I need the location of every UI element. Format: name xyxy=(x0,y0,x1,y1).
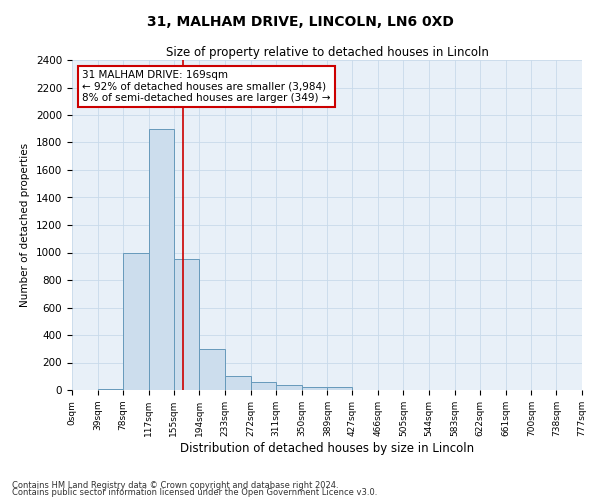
Text: 31 MALHAM DRIVE: 169sqm
← 92% of detached houses are smaller (3,984)
8% of semi-: 31 MALHAM DRIVE: 169sqm ← 92% of detache… xyxy=(82,70,331,103)
Bar xyxy=(123,252,149,390)
Y-axis label: Number of detached properties: Number of detached properties xyxy=(20,143,31,307)
Text: 31, MALHAM DRIVE, LINCOLN, LN6 0XD: 31, MALHAM DRIVE, LINCOLN, LN6 0XD xyxy=(146,15,454,29)
Title: Size of property relative to detached houses in Lincoln: Size of property relative to detached ho… xyxy=(166,46,488,59)
Bar xyxy=(251,382,276,390)
Text: Contains public sector information licensed under the Open Government Licence v3: Contains public sector information licen… xyxy=(12,488,377,497)
Bar xyxy=(302,386,328,390)
Bar xyxy=(225,376,251,390)
Text: Contains HM Land Registry data © Crown copyright and database right 2024.: Contains HM Land Registry data © Crown c… xyxy=(12,480,338,490)
Bar xyxy=(149,128,174,390)
Bar xyxy=(328,387,352,390)
Bar xyxy=(199,349,225,390)
Bar xyxy=(174,260,199,390)
X-axis label: Distribution of detached houses by size in Lincoln: Distribution of detached houses by size … xyxy=(180,442,474,454)
Bar xyxy=(276,384,302,390)
